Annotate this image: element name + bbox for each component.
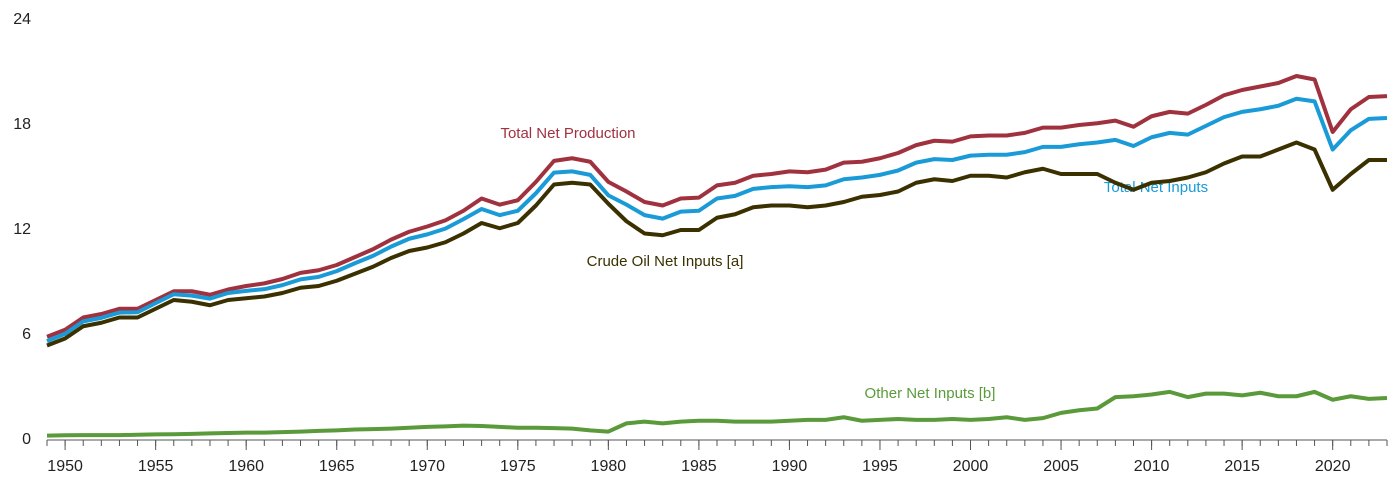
series-label: Total Net Production <box>500 125 635 142</box>
x-tick-label: 1960 <box>228 458 264 475</box>
series-line <box>46 389 1388 438</box>
x-tick-label: 1980 <box>591 458 627 475</box>
x-tick-label: 1990 <box>772 458 808 475</box>
y-tick-label: 12 <box>13 221 31 238</box>
x-tick-label: 2020 <box>1315 458 1351 475</box>
y-tick-label: 6 <box>22 326 31 343</box>
x-tick-label: 2005 <box>1043 458 1079 475</box>
x-tick-label: 2000 <box>953 458 989 475</box>
x-tick-label: 2015 <box>1224 458 1260 475</box>
y-tick-label: 24 <box>13 11 31 28</box>
series-line <box>46 74 1388 339</box>
y-tick-label: 18 <box>13 116 31 133</box>
x-tick-label: 1955 <box>138 458 174 475</box>
x-tick-label: 1950 <box>47 458 83 475</box>
x-tick-label: 1995 <box>862 458 898 475</box>
series-line <box>46 96 1388 343</box>
series-label: Total Net Inputs <box>1104 179 1208 196</box>
x-tick-label: 2010 <box>1134 458 1170 475</box>
x-tick-label: 1970 <box>409 458 445 475</box>
series-label: Other Net Inputs [b] <box>865 385 996 402</box>
series-line <box>46 140 1387 348</box>
x-tick-label: 1965 <box>319 458 355 475</box>
y-tick-label: 0 <box>22 431 31 448</box>
x-tick-label: 1975 <box>500 458 536 475</box>
series-label: Crude Oil Net Inputs [a] <box>587 253 744 270</box>
x-tick-label: 1985 <box>681 458 717 475</box>
